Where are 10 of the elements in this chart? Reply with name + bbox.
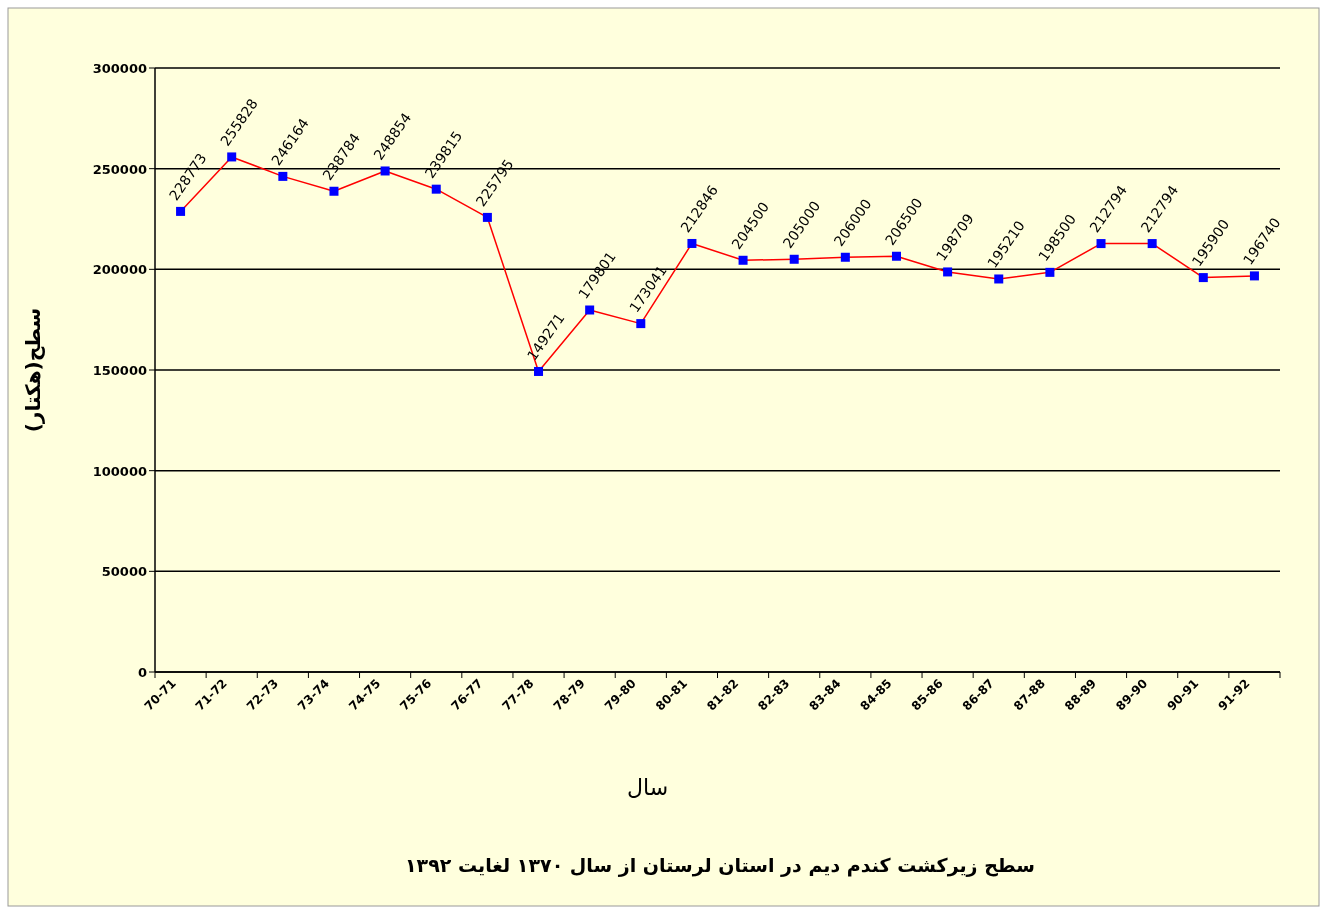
y-axis-title: سطح(هکتار) (21, 307, 45, 433)
y-tick-label: 150000 (92, 363, 147, 378)
x-axis-title: سال (626, 775, 669, 800)
y-tick-label: 300000 (92, 61, 147, 76)
text: سطح زیرکشت کندم دیم در استان لرستان از سال ۱۳۷۰ لغایت ۱۳۹۲ (404, 854, 1036, 877)
y-tick-label: 50000 (101, 564, 147, 580)
y-tick-label: 100000 (92, 463, 147, 479)
y-tick-label: 0 (137, 665, 147, 680)
y-tick-label: 250000 (92, 161, 147, 177)
y-tick-label: 200000 (92, 262, 147, 278)
